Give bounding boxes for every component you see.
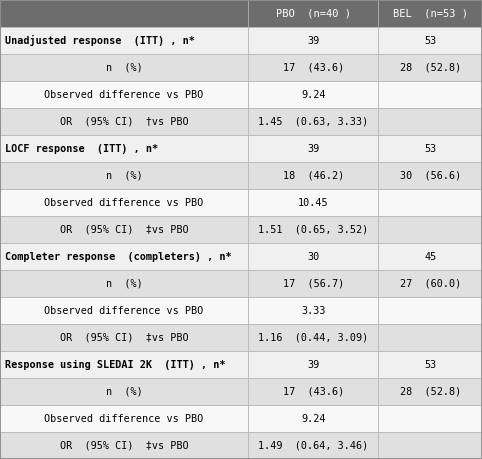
Bar bbox=[0, 297, 248, 324]
Text: 1.49  (0.64, 3.46): 1.49 (0.64, 3.46) bbox=[258, 441, 368, 450]
Text: 17  (43.6): 17 (43.6) bbox=[282, 62, 344, 73]
Bar bbox=[248, 216, 378, 243]
Bar bbox=[378, 405, 482, 432]
Bar bbox=[0, 270, 248, 297]
Bar bbox=[248, 378, 378, 405]
Text: 9.24: 9.24 bbox=[301, 414, 325, 424]
Bar bbox=[378, 270, 482, 297]
Text: Response using SLEDAI 2K  (ITT) , n*: Response using SLEDAI 2K (ITT) , n* bbox=[5, 359, 225, 369]
Bar bbox=[248, 0, 378, 27]
Bar bbox=[248, 27, 378, 54]
Bar bbox=[248, 270, 378, 297]
Bar bbox=[378, 135, 482, 162]
Text: 17  (43.6): 17 (43.6) bbox=[282, 386, 344, 397]
Text: LOCF response  (ITT) , n*: LOCF response (ITT) , n* bbox=[5, 144, 158, 153]
Text: 10.45: 10.45 bbox=[298, 197, 329, 207]
Text: BEL  (n=53 ): BEL (n=53 ) bbox=[393, 9, 468, 18]
Text: Observed difference vs PBO: Observed difference vs PBO bbox=[44, 414, 204, 424]
Text: 3.33: 3.33 bbox=[301, 306, 325, 315]
Text: Observed difference vs PBO: Observed difference vs PBO bbox=[44, 306, 204, 315]
Bar bbox=[248, 162, 378, 189]
Text: Observed difference vs PBO: Observed difference vs PBO bbox=[44, 197, 204, 207]
Bar bbox=[0, 54, 248, 81]
Bar bbox=[0, 108, 248, 135]
Text: 45: 45 bbox=[424, 252, 436, 262]
Bar bbox=[0, 0, 248, 27]
Bar bbox=[0, 216, 248, 243]
Text: Observed difference vs PBO: Observed difference vs PBO bbox=[44, 90, 204, 100]
Bar bbox=[378, 351, 482, 378]
Text: 28  (52.8): 28 (52.8) bbox=[400, 386, 461, 397]
Text: 1.16  (0.44, 3.09): 1.16 (0.44, 3.09) bbox=[258, 332, 368, 342]
Text: 30: 30 bbox=[307, 252, 320, 262]
Text: n  (%): n (%) bbox=[106, 386, 143, 397]
Bar bbox=[0, 243, 248, 270]
Bar bbox=[0, 432, 248, 459]
Text: 53: 53 bbox=[424, 35, 436, 45]
Text: PBO  (n=40 ): PBO (n=40 ) bbox=[276, 9, 351, 18]
Text: 30  (56.6): 30 (56.6) bbox=[400, 170, 461, 180]
Text: 1.45  (0.63, 3.33): 1.45 (0.63, 3.33) bbox=[258, 117, 368, 127]
Text: 39: 39 bbox=[307, 35, 320, 45]
Bar bbox=[0, 81, 248, 108]
Bar bbox=[0, 162, 248, 189]
Text: n  (%): n (%) bbox=[106, 170, 143, 180]
Bar bbox=[248, 189, 378, 216]
Bar bbox=[378, 216, 482, 243]
Text: n  (%): n (%) bbox=[106, 279, 143, 289]
Bar bbox=[248, 135, 378, 162]
Text: 53: 53 bbox=[424, 144, 436, 153]
Text: OR  (95% CI)  ‡vs PBO: OR (95% CI) ‡vs PBO bbox=[60, 441, 188, 450]
Text: 28  (52.8): 28 (52.8) bbox=[400, 62, 461, 73]
Text: 18  (46.2): 18 (46.2) bbox=[282, 170, 344, 180]
Bar bbox=[248, 54, 378, 81]
Bar bbox=[378, 189, 482, 216]
Bar bbox=[248, 432, 378, 459]
Bar bbox=[248, 297, 378, 324]
Bar bbox=[378, 108, 482, 135]
Bar bbox=[0, 324, 248, 351]
Text: 39: 39 bbox=[307, 359, 320, 369]
Bar bbox=[0, 189, 248, 216]
Text: 27  (60.0): 27 (60.0) bbox=[400, 279, 461, 289]
Bar bbox=[248, 405, 378, 432]
Bar bbox=[0, 135, 248, 162]
Text: n  (%): n (%) bbox=[106, 62, 143, 73]
Text: 39: 39 bbox=[307, 144, 320, 153]
Bar bbox=[378, 54, 482, 81]
Text: 53: 53 bbox=[424, 359, 436, 369]
Bar bbox=[378, 378, 482, 405]
Bar bbox=[378, 432, 482, 459]
Bar bbox=[248, 351, 378, 378]
Text: OR  (95% CI)  ‡vs PBO: OR (95% CI) ‡vs PBO bbox=[60, 332, 188, 342]
Bar bbox=[378, 243, 482, 270]
Text: OR  (95% CI)  †vs PBO: OR (95% CI) †vs PBO bbox=[60, 117, 188, 127]
Text: Completer response  (completers) , n*: Completer response (completers) , n* bbox=[5, 252, 231, 262]
Bar bbox=[378, 0, 482, 27]
Bar bbox=[0, 405, 248, 432]
Bar bbox=[378, 162, 482, 189]
Bar bbox=[378, 27, 482, 54]
Text: OR  (95% CI)  ‡vs PBO: OR (95% CI) ‡vs PBO bbox=[60, 224, 188, 235]
Bar bbox=[248, 324, 378, 351]
Text: 9.24: 9.24 bbox=[301, 90, 325, 100]
Text: 1.51  (0.65, 3.52): 1.51 (0.65, 3.52) bbox=[258, 224, 368, 235]
Bar bbox=[248, 81, 378, 108]
Text: 17  (56.7): 17 (56.7) bbox=[282, 279, 344, 289]
Bar bbox=[248, 243, 378, 270]
Text: Unadjusted response  (ITT) , n*: Unadjusted response (ITT) , n* bbox=[5, 35, 195, 46]
Bar bbox=[378, 297, 482, 324]
Bar bbox=[248, 108, 378, 135]
Bar bbox=[0, 27, 248, 54]
Bar bbox=[378, 81, 482, 108]
Bar bbox=[0, 378, 248, 405]
Bar bbox=[378, 324, 482, 351]
Bar bbox=[0, 351, 248, 378]
